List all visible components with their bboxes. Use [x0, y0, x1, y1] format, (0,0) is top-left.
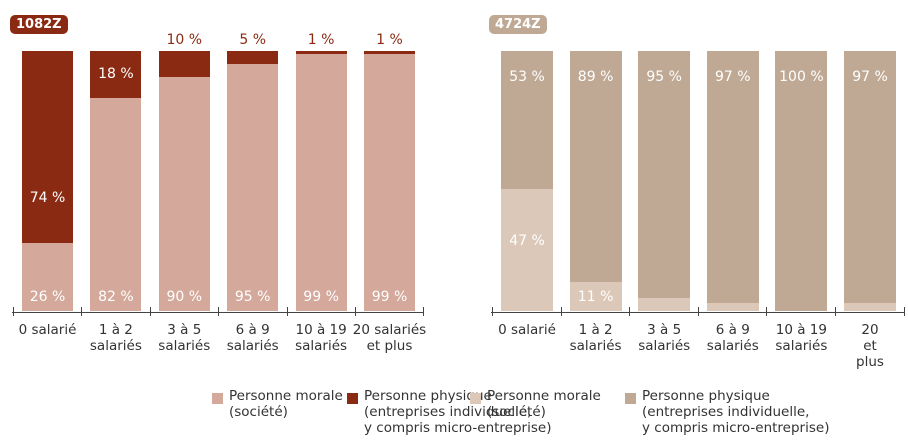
x-tick	[697, 307, 699, 316]
bar-segment	[706, 51, 759, 304]
bar-segment	[844, 303, 896, 311]
x-tick-label: 3 à 5 salariés	[158, 322, 211, 354]
x-tick	[149, 307, 151, 316]
bar-segment	[775, 51, 828, 311]
x-tick	[81, 307, 83, 316]
bar-segment	[227, 64, 279, 311]
value-label: 26 %	[29, 289, 66, 305]
value-label: 97 %	[715, 69, 751, 85]
bar-segment	[501, 188, 553, 311]
x-tick-label: 6 à 9 salariés	[226, 322, 279, 354]
value-label: 5 %	[239, 32, 267, 48]
value-label: 1 %	[376, 32, 403, 48]
x-tick-label: 20 et plus	[856, 322, 884, 370]
bar-segment	[501, 51, 553, 189]
legend-swatch	[347, 393, 358, 404]
x-tick-label: 20 salariés et plus	[352, 322, 427, 354]
legend-label: Personne morale (société)	[229, 388, 343, 420]
bar-segment	[90, 97, 142, 311]
bar-segment	[569, 282, 622, 311]
bar-segment	[90, 51, 142, 98]
legend-swatch	[212, 393, 223, 404]
bar-segment	[227, 51, 279, 64]
value-label: 99 %	[303, 289, 339, 305]
x-tick	[629, 307, 631, 316]
bar-segment	[638, 298, 691, 311]
value-label: 95 %	[234, 289, 271, 305]
x-tick	[560, 307, 562, 316]
x-tick-label: 0 salarié	[18, 322, 77, 338]
bar-segment	[706, 303, 759, 311]
value-label: 53 %	[509, 69, 545, 85]
x-tick-label: 1 à 2 salariés	[569, 322, 622, 354]
x-tick	[903, 307, 905, 316]
value-label: 10 %	[166, 32, 203, 48]
value-label: 97 %	[852, 69, 888, 85]
bar-segment	[158, 51, 210, 77]
x-tick	[13, 307, 14, 316]
value-label: 90 %	[166, 289, 203, 305]
x-tick-label: 3 à 5 salariés	[638, 322, 691, 354]
legend-label: Personne physique (entreprises individue…	[642, 388, 830, 436]
bar-segment	[295, 51, 347, 54]
x-tick	[492, 307, 493, 316]
value-label: 95 %	[646, 69, 682, 85]
bar-segment	[22, 51, 73, 244]
bar-segment	[638, 51, 691, 298]
value-label: 100 %	[779, 69, 824, 85]
x-tick	[355, 307, 356, 316]
bar-segment	[569, 51, 622, 283]
x-tick-label: 10 à 19 salariés	[295, 322, 348, 354]
legend-label: Personne physique (entreprises individue…	[364, 388, 552, 436]
value-label: 82 %	[98, 289, 134, 305]
chart-title: 4724Z	[489, 15, 547, 34]
x-tick	[766, 307, 768, 316]
x-tick	[423, 307, 425, 316]
x-tick	[286, 307, 288, 316]
legend-swatch	[625, 393, 636, 404]
bar-segment	[844, 51, 896, 304]
value-label: 18 %	[98, 66, 134, 83]
legend-label: Personne morale (société)	[487, 388, 601, 420]
value-label: 11 %	[577, 289, 614, 305]
value-label: 89 %	[577, 69, 614, 85]
bar-segment	[364, 53, 415, 311]
bar-segment	[22, 243, 73, 311]
bar-segment	[158, 77, 210, 311]
value-label: 1 %	[307, 32, 335, 48]
bar-segment	[364, 51, 415, 54]
x-tick-label: 6 à 9 salariés	[706, 322, 759, 354]
value-label: 99 %	[371, 289, 408, 305]
x-tick-label: 10 à 19 salariés	[775, 322, 828, 354]
x-tick	[835, 307, 836, 316]
bar-segment	[295, 53, 347, 311]
x-tick-label: 0 salarié	[498, 322, 556, 338]
chart-title: 1082Z	[10, 15, 68, 34]
x-tick-label: 1 à 2 salariés	[89, 322, 142, 354]
legend-swatch	[470, 393, 481, 404]
value-label: 47 %	[509, 232, 545, 249]
value-label: 74 %	[29, 190, 66, 207]
x-tick	[218, 307, 220, 316]
